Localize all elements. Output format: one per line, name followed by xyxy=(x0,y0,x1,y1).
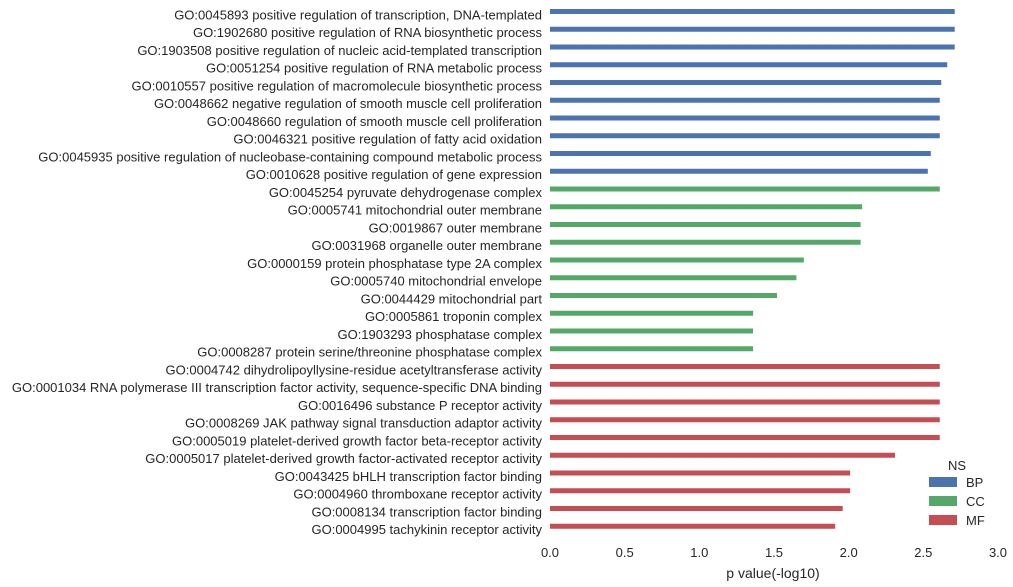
legend-title: NS xyxy=(948,458,966,473)
bar-bp xyxy=(550,115,940,121)
bar-bp xyxy=(550,151,931,156)
category-label: GO:0004995 tachykinin receptor activity xyxy=(311,522,542,537)
bar-cc xyxy=(550,222,861,227)
bar-mf xyxy=(550,417,940,423)
legend-label: CC xyxy=(966,494,985,509)
bar-cc xyxy=(550,257,804,263)
bar-mf xyxy=(550,364,940,369)
bar-bp xyxy=(550,168,928,174)
bar-mf xyxy=(550,470,851,476)
legend-swatch xyxy=(929,515,957,525)
category-label: GO:0005740 mitochondrial envelope xyxy=(330,274,542,289)
x-tick-label: 1.0 xyxy=(690,545,708,560)
bar-cc xyxy=(550,275,797,281)
legend-item-mf: MF xyxy=(929,513,985,528)
legend: NS BP CC MF xyxy=(929,458,985,528)
bar-bp xyxy=(550,26,955,32)
category-label: GO:0005019 platelet-derived growth facto… xyxy=(172,433,542,448)
category-label: GO:0048660 regulation of smooth muscle c… xyxy=(207,114,542,129)
category-labels: GO:0045893 positive regulation of transc… xyxy=(12,7,543,537)
category-label: GO:0045935 positive regulation of nucleo… xyxy=(38,149,542,164)
x-axis-title: p value(-log10) xyxy=(726,565,819,581)
category-label: GO:0019867 outer membrane xyxy=(369,220,542,235)
bar-bp xyxy=(550,133,940,139)
category-label: GO:0044429 mitochondrial part xyxy=(361,291,543,306)
x-tick-label: 0.0 xyxy=(541,545,559,560)
bar-mf xyxy=(550,381,940,387)
category-label: GO:0001034 RNA polymerase III transcript… xyxy=(12,380,542,395)
category-label: GO:0016496 substance P receptor activity xyxy=(298,398,543,413)
category-label: GO:0005741 mitochondrial outer membrane xyxy=(288,203,542,218)
bar-cc xyxy=(550,328,754,334)
legend-label: BP xyxy=(966,475,983,490)
legend-swatch xyxy=(929,496,957,506)
category-label: GO:0045254 pyruvate dehydrogenase comple… xyxy=(269,185,543,200)
category-label: GO:0005017 platelet-derived growth facto… xyxy=(145,451,542,466)
x-axis-ticks: 0.0 0.5 1.0 1.5 2.0 2.5 3.0 xyxy=(541,545,1007,560)
bar-cc xyxy=(550,346,754,352)
bar-bp xyxy=(550,9,955,14)
category-label: GO:0005861 troponin complex xyxy=(365,309,543,324)
bar-cc xyxy=(550,310,754,316)
bar-cc xyxy=(550,204,863,210)
x-tick-label: 2.0 xyxy=(840,545,858,560)
category-label: GO:0008269 JAK pathway signal transducti… xyxy=(185,416,542,431)
bar-cc xyxy=(550,293,777,298)
x-tick-label: 2.5 xyxy=(914,545,932,560)
bar-mf xyxy=(550,452,895,458)
legend-label: MF xyxy=(966,513,985,528)
bar-mf xyxy=(550,488,851,494)
x-tick-label: 0.5 xyxy=(616,545,634,560)
category-label: GO:0004742 dihydrolipoyllysine-residue a… xyxy=(166,362,543,377)
category-label: GO:0051254 positive regulation of RNA me… xyxy=(206,61,543,76)
category-label: GO:0046321 positive regulation of fatty … xyxy=(233,132,542,147)
x-tick-label: 1.5 xyxy=(765,545,783,560)
category-label: GO:0031968 organelle outer membrane xyxy=(311,238,542,253)
category-label: GO:1902680 positive regulation of RNA bi… xyxy=(193,25,543,40)
category-label: GO:0004960 thromboxane receptor activity xyxy=(293,487,542,502)
bar-bp xyxy=(550,62,948,68)
category-label: GO:0008287 protein serine/threonine phos… xyxy=(197,345,542,360)
bar-bp xyxy=(550,80,942,85)
x-tick-label: 3.0 xyxy=(989,545,1007,560)
bar-cc xyxy=(550,239,861,245)
category-label: GO:1903293 phosphatase complex xyxy=(337,327,542,342)
category-label: GO:0000159 protein phosphatase type 2A c… xyxy=(247,256,542,271)
bar-cc xyxy=(550,186,940,192)
category-label: GO:0010557 positive regulation of macrom… xyxy=(132,78,543,93)
bars-layer xyxy=(550,9,955,529)
category-label: GO:0045893 positive regulation of transc… xyxy=(174,7,542,22)
category-label: GO:0010628 positive regulation of gene e… xyxy=(246,167,542,182)
category-label: GO:1903508 positive regulation of nuclei… xyxy=(137,43,542,58)
category-label: GO:0008134 transcription factor binding xyxy=(311,504,542,519)
category-label: GO:0048662 negative regulation of smooth… xyxy=(154,96,542,111)
bar-mf xyxy=(550,523,836,529)
bar-mf xyxy=(550,399,940,405)
category-label: GO:0043425 bHLH transcription factor bin… xyxy=(275,469,542,484)
bar-mf xyxy=(550,435,940,440)
bar-bp xyxy=(550,44,955,50)
legend-swatch xyxy=(929,477,957,487)
legend-item-bp: BP xyxy=(929,475,983,490)
bar-mf xyxy=(550,506,843,511)
legend-item-cc: CC xyxy=(929,494,985,509)
bar-bp xyxy=(550,97,940,103)
